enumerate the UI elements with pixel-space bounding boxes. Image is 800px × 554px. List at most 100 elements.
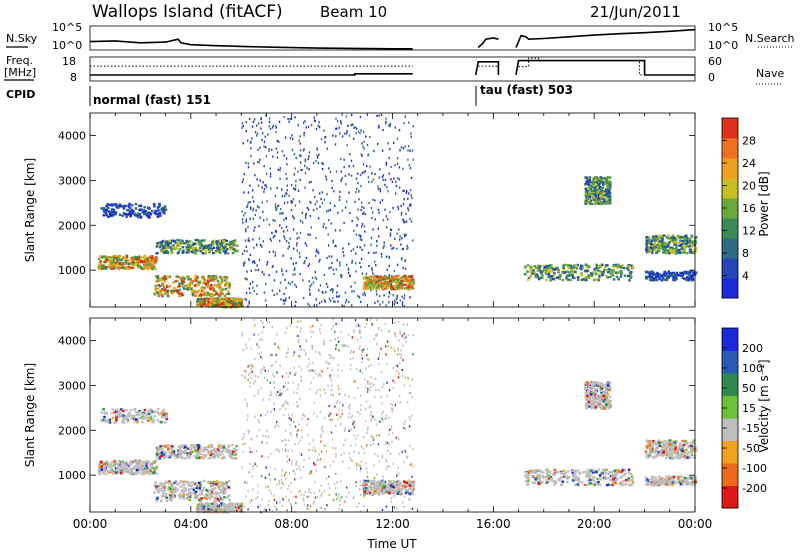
power-echo-cell	[576, 276, 580, 279]
power-echo-cell	[325, 178, 328, 181]
power-echo-cell	[284, 237, 286, 240]
power-echo-cell	[295, 244, 298, 247]
velocity-echo-cell	[221, 497, 225, 500]
power-echo-cell	[393, 286, 397, 289]
velocity-echo-cell	[270, 410, 272, 413]
power-echo-cell	[651, 251, 654, 254]
power-echo-cell	[274, 234, 276, 237]
power-echo-cell	[218, 241, 221, 245]
velocity-echo-cell	[178, 448, 182, 451]
velocity-echo-cell	[214, 483, 218, 486]
power-echo-cell	[687, 238, 691, 241]
velocity-echo-cell	[108, 465, 111, 468]
power-echo-cell	[541, 276, 545, 280]
power-echo-cell	[230, 246, 233, 249]
power-echo-cell	[369, 283, 373, 286]
velocity-echo-cell	[188, 456, 191, 459]
velocity-echo-cell	[183, 450, 187, 453]
velocity-echo-cell	[100, 461, 103, 464]
velocity-echo-cell	[209, 481, 212, 485]
velocity-echo-cell	[115, 471, 118, 474]
power-echo-cell	[295, 262, 297, 265]
power-echo-cell	[659, 236, 663, 239]
velocity-echo-cell	[165, 499, 168, 502]
power-echo-cell	[392, 206, 394, 209]
velocity-echo-cell	[330, 431, 333, 434]
power-echo-cell	[351, 220, 353, 223]
power-echo-cell	[361, 225, 363, 228]
power-echo-cell	[568, 271, 571, 274]
power-echo-cell	[295, 285, 298, 288]
power-echo-cell	[304, 242, 306, 245]
power-echo-cell	[353, 229, 355, 232]
power-echo-cell	[294, 187, 297, 190]
power-echo-cell	[403, 305, 406, 308]
power-echo-cell	[222, 248, 225, 251]
velocity-echo-cell	[130, 467, 133, 470]
power-echo-cell	[153, 261, 156, 264]
velocity-echo-cell	[115, 418, 118, 422]
velocity-echo-cell	[386, 441, 389, 444]
power-echo-cell	[377, 208, 380, 211]
velocity-echo-cell	[136, 460, 140, 464]
velocity-echo-cell	[177, 449, 180, 452]
power-echo-cell	[588, 202, 592, 205]
power-echo-cell	[301, 168, 303, 171]
power-echo-cell	[265, 282, 267, 285]
power-echo-cell	[150, 266, 154, 270]
power-echo-cell	[691, 243, 694, 247]
power-echo-cell	[178, 243, 181, 247]
power-echo-cell	[225, 239, 228, 243]
power-echo-cell	[388, 295, 390, 298]
power-echo-cell	[163, 275, 166, 278]
velocity-echo-cell	[97, 470, 101, 474]
power-echo-cell	[348, 191, 350, 194]
power-echo-cell	[402, 189, 404, 192]
power-echo-cell	[131, 208, 134, 212]
power-echo-cell	[244, 277, 247, 280]
power-echo-cell	[151, 260, 155, 264]
velocity-echo-cell	[118, 464, 122, 467]
velocity-echo-cell	[194, 490, 198, 494]
velocity-echo-cell	[279, 389, 281, 392]
power-echo-cell	[603, 202, 607, 205]
power-echo-cell	[368, 265, 370, 268]
velocity-echo-cell	[293, 351, 295, 354]
power-echo-cell	[304, 158, 307, 161]
power-echo-cell	[615, 275, 619, 278]
power-echo-cell	[121, 214, 124, 217]
velocity-echo-cell	[185, 493, 189, 496]
power-echo-cell	[385, 255, 388, 258]
power-echo-cell	[209, 249, 212, 252]
power-echo-cell	[381, 149, 384, 152]
power-echo-cell	[252, 261, 254, 264]
power-echo-cell	[322, 163, 324, 166]
velocity-echo-cell	[321, 370, 323, 373]
velocity-echo-cell	[320, 494, 322, 497]
power-echo-cell	[376, 285, 380, 288]
velocity-echo-cell	[351, 336, 353, 339]
power-echo-cell	[252, 280, 254, 283]
power-echo-cell	[597, 266, 601, 269]
velocity-echo-cell	[394, 381, 396, 384]
power-echo-cell	[338, 294, 341, 298]
power-echo-cell	[199, 286, 203, 290]
power-echo-cell	[403, 198, 405, 201]
power-echo-cell	[159, 244, 163, 247]
power-echo-cell	[279, 239, 281, 242]
power-echo-cell	[224, 300, 227, 304]
power-echo-cell	[303, 134, 305, 137]
power-echo-cell	[367, 280, 371, 284]
velocity-echo-cell	[147, 460, 151, 463]
power-echo-cell	[332, 241, 334, 244]
power-echo-cell	[207, 279, 210, 283]
velocity-echo-cell	[187, 490, 191, 493]
power-echo-cell	[310, 180, 312, 184]
power-echo-cell	[277, 204, 279, 208]
velocity-echo-cell	[163, 421, 167, 424]
power-echo-cell	[652, 237, 655, 240]
power-echo-cell	[308, 263, 311, 266]
velocity-echo-cell	[284, 331, 287, 334]
power-echo-cell	[535, 273, 539, 276]
velocity-echo-cell	[158, 457, 161, 460]
